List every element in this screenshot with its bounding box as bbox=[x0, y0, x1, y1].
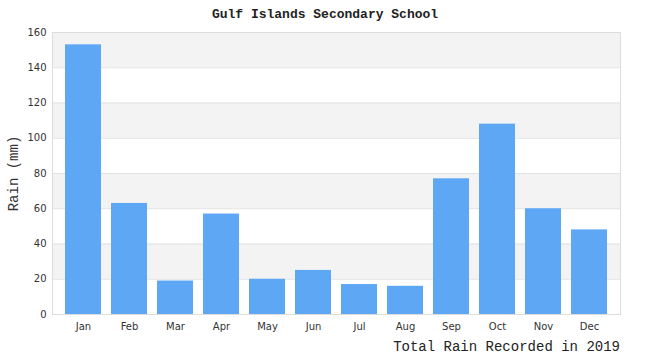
svg-text:160: 160 bbox=[27, 27, 46, 38]
svg-text:140: 140 bbox=[27, 62, 46, 73]
svg-text:Jul: Jul bbox=[352, 321, 365, 332]
svg-text:Feb: Feb bbox=[121, 321, 139, 332]
svg-text:Mar: Mar bbox=[166, 321, 186, 332]
svg-text:Apr: Apr bbox=[213, 321, 231, 332]
svg-text:Dec: Dec bbox=[580, 321, 599, 332]
svg-text:Jun: Jun bbox=[305, 321, 322, 332]
svg-text:Aug: Aug bbox=[396, 321, 416, 332]
svg-text:120: 120 bbox=[27, 97, 46, 108]
svg-text:60: 60 bbox=[34, 203, 47, 214]
html-text:Total Rain Recorded in 2019: Total Rain Recorded in 2019 bbox=[393, 339, 620, 355]
html-text:Gulf Islands Secondary School: Gulf Islands Secondary School bbox=[211, 7, 439, 22]
svg-text:80: 80 bbox=[34, 168, 47, 179]
svg-text:40: 40 bbox=[34, 238, 47, 249]
svg-text:Rain (mm): Rain (mm) bbox=[6, 136, 22, 212]
svg-text:Oct: Oct bbox=[489, 321, 506, 332]
svg-text:100: 100 bbox=[27, 132, 46, 143]
svg-text:Nov: Nov bbox=[534, 321, 554, 332]
svg-text:Jan: Jan bbox=[75, 321, 91, 332]
svg-text:20: 20 bbox=[34, 273, 47, 284]
svg-text:Sep: Sep bbox=[442, 321, 461, 332]
svg-text:0: 0 bbox=[40, 309, 46, 320]
svg-text:May: May bbox=[257, 321, 278, 332]
